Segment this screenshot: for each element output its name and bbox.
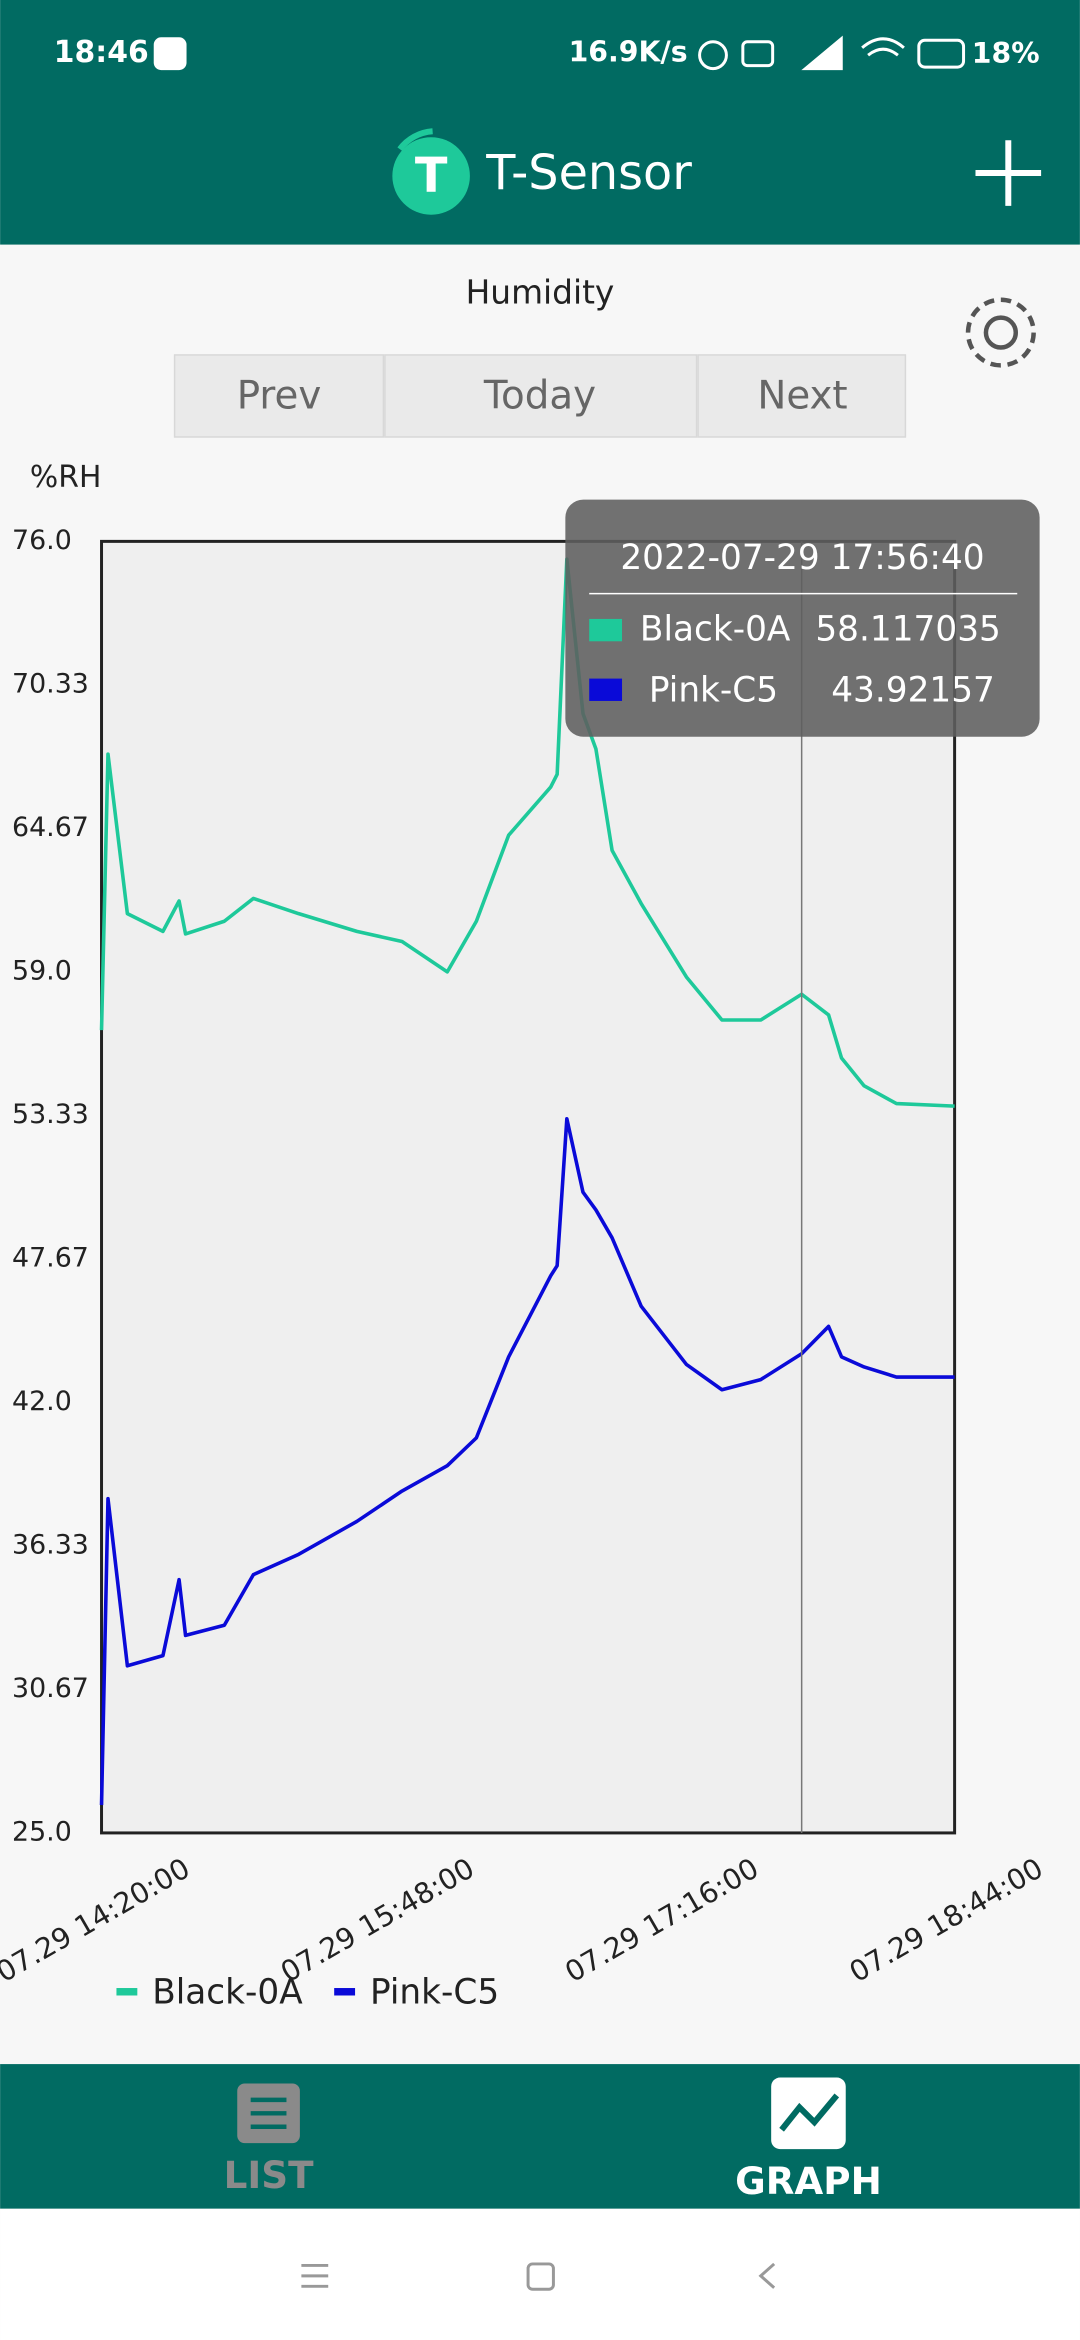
tooltip-swatch	[589, 678, 623, 701]
today-label[interactable]: Today	[483, 374, 596, 419]
system-nav-buttons[interactable]	[301, 2262, 776, 2291]
system-nav	[0, 2208, 1080, 2340]
y-tick-label: 47.67	[12, 1242, 89, 1273]
graph-label[interactable]: GRAPH	[735, 2159, 882, 2203]
status-app-icon	[153, 37, 187, 71]
app-title: T-Sensor	[485, 146, 692, 201]
x-tick-label: 07.29 18:44:00	[844, 1852, 1049, 1989]
tooltip: 2022-07-29 17:56:40 Black-0A 58.117035 P…	[565, 499, 1040, 737]
y-axis-label: %RH	[30, 460, 101, 495]
series-line	[99, 557, 955, 1108]
y-tick-label: 36.33	[12, 1529, 89, 1560]
y-tick-label: 25.0	[12, 1816, 72, 1847]
next-label[interactable]: Next	[757, 374, 847, 419]
y-tick-label: 70.33	[12, 668, 89, 699]
list-label[interactable]: LIST	[224, 2153, 314, 2197]
y-tick-label: 42.0	[12, 1386, 72, 1417]
app-logo: T	[392, 128, 470, 215]
bottom-nav-bg	[0, 2064, 1080, 2209]
next-button[interactable]	[697, 354, 907, 438]
today-button[interactable]	[384, 354, 698, 438]
chart-title: Humidity	[466, 273, 615, 311]
prev-button[interactable]	[173, 354, 385, 438]
tooltip-bg	[565, 499, 1040, 737]
list-tab[interactable]: LIST	[224, 2083, 314, 2197]
add-button[interactable]	[975, 140, 1042, 206]
graph-tab[interactable]: GRAPH	[735, 2077, 882, 2203]
legend-swatch	[334, 1988, 356, 1996]
legend-swatch	[116, 1988, 138, 1996]
y-tick-label: 30.67	[12, 1673, 89, 1704]
y-tick-label: 64.67	[12, 812, 89, 843]
plot-area	[100, 539, 957, 1835]
y-tick-label: 76.0	[12, 525, 72, 556]
tooltip-value: 58.117035	[815, 609, 1000, 649]
x-tick-label: 07.29 14:20:00	[0, 1852, 196, 1989]
legend-label: Pink-C5	[370, 1972, 499, 2012]
series-line	[99, 1116, 955, 1806]
x-tick-label: 07.29 17:16:00	[560, 1852, 765, 1989]
status-icons	[698, 35, 966, 71]
status-speed: 16.9K/s	[569, 36, 688, 69]
y-tick-label: 53.33	[12, 1099, 89, 1130]
tooltip-swatch	[589, 618, 623, 642]
settings-button[interactable]	[965, 297, 1036, 368]
tooltip-series-name: Pink-C5	[649, 671, 778, 711]
app-bar-bg	[0, 0, 1080, 245]
status-time: 18:46	[54, 35, 149, 70]
status-battery: 18%	[972, 37, 1040, 70]
tooltip-value: 43.92157	[831, 671, 995, 711]
tooltip-series-name: Black-0A	[640, 609, 791, 649]
tooltip-title: 2022-07-29 17:56:40	[620, 538, 984, 578]
y-tick-label: 59.0	[12, 955, 72, 986]
x-tick-label: 07.29 15:48:00	[275, 1852, 480, 1989]
svg-text:T: T	[415, 149, 448, 204]
prev-label[interactable]: Prev	[237, 374, 322, 419]
legend-label: Black-0A	[152, 1972, 303, 2012]
